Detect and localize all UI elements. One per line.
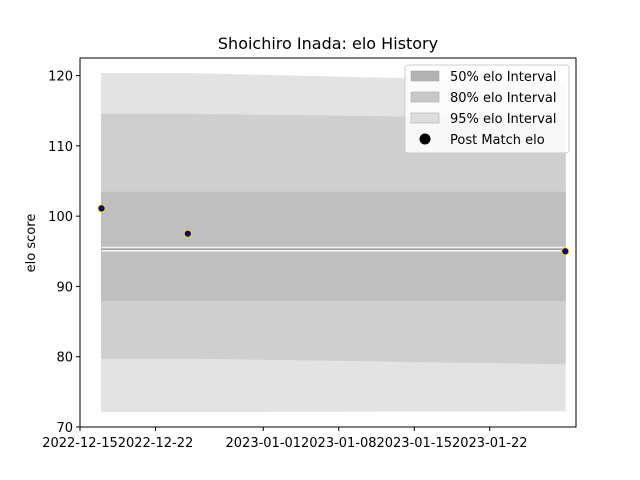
y-axis-label: elo score	[24, 214, 39, 273]
axes-frame	[79, 57, 577, 428]
legend: 50% elo Interval 80% elo Interval 95% elo …	[404, 64, 570, 154]
band-3	[101, 191, 566, 301]
post-match-points	[97, 204, 570, 256]
legend-label: 80% elo Interval	[450, 91, 557, 106]
y-tick-label: 70	[56, 421, 73, 436]
interval-bands	[101, 72, 566, 413]
legend-swatch	[410, 91, 440, 103]
legend-box	[404, 64, 570, 154]
legend-label: 95% elo Interval	[450, 112, 557, 127]
x-tick-label: 2022-12-15	[42, 436, 118, 451]
post-match-point	[561, 247, 570, 256]
y-tick-label: 90	[56, 280, 73, 295]
legend-swatch	[410, 70, 440, 82]
x-tick-label: 2023-01-01	[226, 436, 302, 451]
post-match-point	[183, 229, 192, 238]
x-tick-label: 2023-01-22	[452, 436, 528, 451]
post-match-point	[97, 204, 106, 213]
x-tick-label: 2023-01-08	[301, 436, 377, 451]
legend-swatch	[410, 112, 440, 124]
legend-marker	[419, 133, 431, 145]
y-tick-label: 120	[48, 70, 73, 85]
axes: 70 80 90 100 110 120 2022-12-15 2022-12-22 2023-…	[42, 57, 577, 451]
y-tick-label: 110	[48, 140, 73, 155]
x-tick-label: 2022-12-22	[118, 436, 194, 451]
legend-label: 50% elo Interval	[450, 70, 557, 85]
legend-label: Post Match elo	[450, 133, 545, 148]
y-tick-label: 100	[48, 210, 73, 225]
chart-title: Shoichiro Inada: elo History	[218, 34, 438, 53]
x-tick-label: 2023-01-15	[376, 436, 452, 451]
y-tick-label: 80	[56, 351, 73, 366]
